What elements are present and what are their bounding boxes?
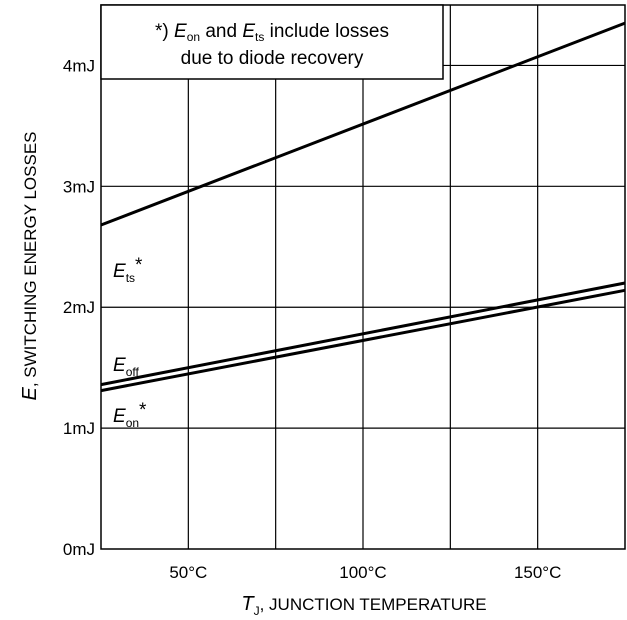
y-tick-label: 4mJ <box>63 56 95 75</box>
annotation-line-1: *) Eon and Ets include losses <box>155 21 389 44</box>
series-label-eon: Eon* <box>113 400 147 430</box>
series-line-eoff <box>100 281 626 387</box>
series-line-eon <box>100 288 626 393</box>
annotation-box: *) Eon and Ets include losses due to dio… <box>100 4 444 80</box>
x-tick-label: 100°C <box>339 563 386 582</box>
y-tick-label: 2mJ <box>63 298 95 317</box>
y-tick-label: 1mJ <box>63 419 95 438</box>
annotation-line-2: due to diode recovery <box>181 48 364 69</box>
x-tick-label: 150°C <box>514 563 561 582</box>
y-tick-labels: 0mJ 1mJ 2mJ 3mJ 4mJ <box>63 56 95 559</box>
x-axis-title: TJ, JUNCTION TEMPERATURE <box>241 593 486 618</box>
series-lines <box>100 21 626 393</box>
y-axis-title: E, SWITCHING ENERGY LOSSES <box>19 131 41 400</box>
series-line-ets <box>100 21 626 227</box>
y-tick-label: 3mJ <box>63 177 95 196</box>
x-tick-labels: 50°C 100°C 150°C <box>169 563 561 582</box>
y-tick-label: 0mJ <box>63 540 95 559</box>
series-label-eoff: Eoff <box>113 355 139 379</box>
series-label-ets: Ets* <box>113 255 143 285</box>
x-tick-label: 50°C <box>169 563 207 582</box>
grid <box>101 5 625 549</box>
